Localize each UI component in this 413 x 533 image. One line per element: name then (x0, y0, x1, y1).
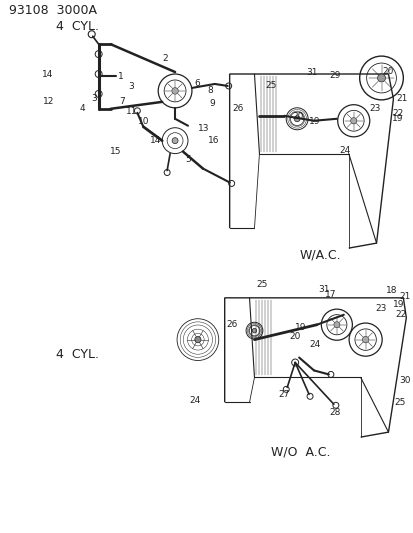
Text: 19: 19 (391, 114, 402, 123)
Circle shape (194, 336, 201, 343)
Text: 27: 27 (278, 390, 289, 399)
Text: W/A.C.: W/A.C. (299, 248, 340, 262)
Text: 4  CYL.: 4 CYL. (56, 348, 99, 361)
Text: 19: 19 (294, 323, 306, 332)
Text: 25: 25 (265, 82, 276, 91)
Text: 12: 12 (43, 98, 55, 107)
Text: 93108  3000A: 93108 3000A (9, 4, 97, 17)
Text: 17: 17 (324, 290, 336, 300)
Text: 4  CYL.: 4 CYL. (56, 20, 99, 33)
Text: 1: 1 (117, 72, 123, 82)
Text: 26: 26 (231, 104, 243, 114)
Circle shape (377, 74, 385, 82)
Text: 25: 25 (394, 398, 405, 407)
Circle shape (361, 336, 368, 343)
Text: 22: 22 (392, 109, 403, 118)
Text: 24: 24 (309, 340, 320, 349)
Circle shape (171, 87, 178, 94)
Text: 7: 7 (119, 98, 125, 107)
Text: 20: 20 (289, 332, 300, 341)
Circle shape (350, 118, 356, 124)
Text: 31: 31 (306, 68, 317, 77)
Text: 6: 6 (194, 79, 199, 88)
Text: 31: 31 (318, 285, 329, 294)
Text: 25: 25 (256, 280, 268, 289)
Text: 28: 28 (328, 408, 340, 417)
Text: 23: 23 (375, 304, 386, 313)
Text: 10: 10 (137, 117, 149, 126)
Text: 3: 3 (90, 94, 96, 103)
Text: 19: 19 (392, 300, 403, 309)
Text: 21: 21 (399, 292, 410, 301)
Text: 14: 14 (42, 69, 54, 78)
Text: 26: 26 (225, 320, 237, 329)
Circle shape (252, 328, 256, 333)
Circle shape (172, 138, 178, 144)
Text: 13: 13 (198, 124, 209, 133)
Text: 14: 14 (149, 136, 161, 145)
Text: 11: 11 (126, 107, 137, 116)
Text: 19: 19 (309, 117, 320, 126)
Text: 24: 24 (189, 396, 200, 405)
Circle shape (333, 322, 339, 328)
Text: 18: 18 (385, 286, 396, 295)
Text: 8: 8 (206, 86, 212, 95)
Text: 4: 4 (80, 104, 85, 114)
Text: 16: 16 (208, 136, 219, 145)
Text: 9: 9 (209, 99, 214, 108)
Text: 22: 22 (395, 310, 406, 319)
Text: 21: 21 (396, 94, 407, 103)
Text: 3: 3 (128, 83, 134, 92)
Text: W/O  A.C.: W/O A.C. (271, 446, 330, 458)
Text: 30: 30 (399, 376, 410, 385)
Circle shape (294, 116, 299, 122)
Text: 24: 24 (338, 146, 349, 155)
Text: 5: 5 (185, 155, 190, 164)
Text: 29: 29 (328, 71, 340, 80)
Text: 23: 23 (368, 104, 379, 114)
Text: 15: 15 (109, 147, 121, 156)
Text: 2: 2 (162, 54, 168, 62)
Text: 20: 20 (292, 112, 303, 122)
Text: 20: 20 (382, 67, 393, 76)
